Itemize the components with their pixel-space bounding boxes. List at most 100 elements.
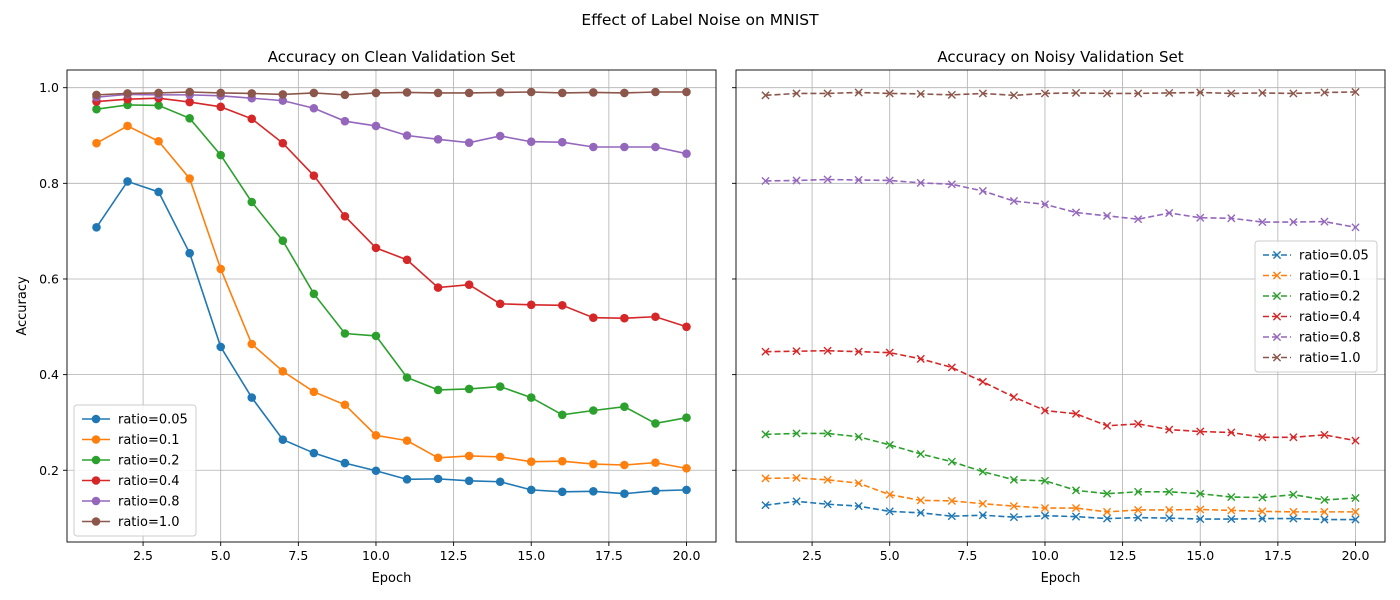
clean-legend-marker	[91, 517, 101, 526]
noisy-data-point	[792, 176, 801, 185]
noisy-legend-box	[1254, 240, 1378, 373]
clean-legend-marker	[91, 455, 101, 465]
noisy-legend-label: ratio=1.0	[1299, 351, 1361, 366]
left-ylabel: Accuracy	[15, 276, 30, 336]
clean-data-point	[123, 89, 132, 98]
noisy-series-ratio=0.8	[761, 175, 1360, 232]
clean-series-ratio=1.0	[92, 87, 691, 100]
clean-data-point	[402, 475, 412, 484]
noisy-data-point	[1289, 507, 1298, 516]
clean-xtick-label: 7.5	[288, 548, 308, 563]
noisy-data-point	[1102, 489, 1112, 498]
clean-ytick-label: 0.4	[39, 367, 59, 382]
noisy-data-point	[1134, 419, 1143, 428]
noisy-data-point	[1320, 495, 1329, 505]
clean-data-point	[371, 431, 381, 440]
clean-data-point	[123, 121, 132, 131]
clean-ytick-label: 0.6	[39, 271, 59, 286]
clean-data-point	[247, 339, 257, 349]
noisy-series-line	[765, 477, 1356, 513]
clean-data-point	[278, 435, 288, 444]
clean-data-point	[433, 88, 443, 98]
noisy-data-point	[761, 474, 770, 483]
noisy-data-point	[1165, 487, 1174, 496]
clean-data-point	[340, 458, 350, 468]
clean-data-point	[557, 137, 567, 147]
noisy-data-point	[1165, 208, 1174, 218]
noisy-data-point	[1258, 217, 1267, 227]
clean-xtick-label: 15.0	[517, 548, 545, 563]
clean-data-point	[651, 312, 660, 322]
noisy-data-point	[1289, 490, 1298, 499]
clean-data-point	[682, 485, 691, 495]
clean-data-point	[185, 248, 194, 258]
noisy-series-line	[765, 432, 1356, 501]
clean-data-point	[123, 177, 132, 186]
noisy-data-point	[978, 377, 987, 386]
noisy-series-ratio=1.0	[761, 87, 1360, 100]
clean-data-point	[651, 87, 660, 97]
noisy-xtick-label: 20.0	[1342, 548, 1370, 563]
clean-data-point	[495, 131, 505, 141]
noisy-data-point	[978, 499, 987, 508]
noisy-series-ratio=0.4	[761, 346, 1360, 445]
noisy-data-point	[1227, 506, 1236, 515]
noisy-data-point	[823, 346, 832, 355]
noisy-data-point	[1351, 507, 1360, 516]
clean-data-point	[526, 137, 536, 147]
clean-legend-item: ratio=0.4	[82, 474, 180, 489]
clean-data-point	[92, 90, 101, 100]
clean-data-point	[309, 289, 319, 299]
clean-data-point	[309, 171, 319, 180]
noisy-data-point	[761, 347, 770, 356]
noisy-data-point	[1009, 502, 1019, 511]
noisy-data-point	[885, 440, 894, 450]
clean-data-point	[433, 453, 443, 463]
noisy-data-point	[1196, 489, 1205, 498]
noisy-data-point	[1009, 513, 1019, 522]
noisy-data-point	[1196, 505, 1205, 514]
clean-data-point	[651, 419, 660, 428]
clean-data-point	[464, 384, 474, 394]
noisy-data-point	[1258, 88, 1267, 98]
noisy-data-point	[1071, 409, 1081, 418]
clean-data-point	[620, 142, 629, 152]
noisy-legend-marker	[1272, 332, 1282, 342]
clean-legend-box	[73, 404, 197, 537]
noisy-data-point	[792, 347, 801, 356]
noisy-data-point	[1320, 430, 1329, 439]
clean-data-point	[247, 89, 257, 98]
noisy-xtick-label: 2.5	[802, 548, 822, 563]
noisy-data-point	[854, 347, 863, 356]
noisy-data-point	[1040, 89, 1050, 98]
clean-series-ratio=0.05	[92, 177, 691, 499]
noisy-xtick-label: 15.0	[1186, 548, 1214, 563]
noisy-data-point	[761, 91, 770, 100]
noisy-xtick-label: 17.5	[1264, 548, 1292, 563]
clean-axes-frame	[66, 69, 717, 543]
clean-legend-marker	[91, 435, 101, 444]
clean-data-point	[309, 103, 319, 113]
noisy-data-point	[1196, 427, 1205, 436]
noisy-data-point	[885, 176, 894, 185]
figure-suptitle: Effect of Label Noise on MNIST	[581, 11, 819, 29]
noisy-data-point	[1258, 514, 1267, 523]
clean-data-point	[92, 104, 101, 114]
noisy-data-point	[1102, 514, 1112, 523]
clean-legend-label: ratio=0.1	[118, 433, 180, 448]
noisy-axes-frame	[735, 69, 1386, 543]
noisy-data-point	[1009, 475, 1019, 484]
noisy-data-point	[1351, 223, 1360, 232]
noisy-data-point	[1227, 214, 1236, 223]
clean-data-point	[402, 88, 412, 97]
clean-legend-label: ratio=1.0	[118, 515, 180, 530]
noisy-data-point	[1227, 492, 1236, 502]
clean-data-point	[247, 393, 257, 402]
noisy-data-point	[1351, 515, 1360, 524]
noisy-legend-label: ratio=0.1	[1299, 269, 1361, 284]
clean-legend-label: ratio=0.4	[118, 474, 180, 489]
clean-title: Accuracy on Clean Validation Set	[268, 48, 516, 66]
noisy-data-point	[1071, 88, 1081, 98]
noisy-legend-label: ratio=0.8	[1299, 331, 1361, 346]
